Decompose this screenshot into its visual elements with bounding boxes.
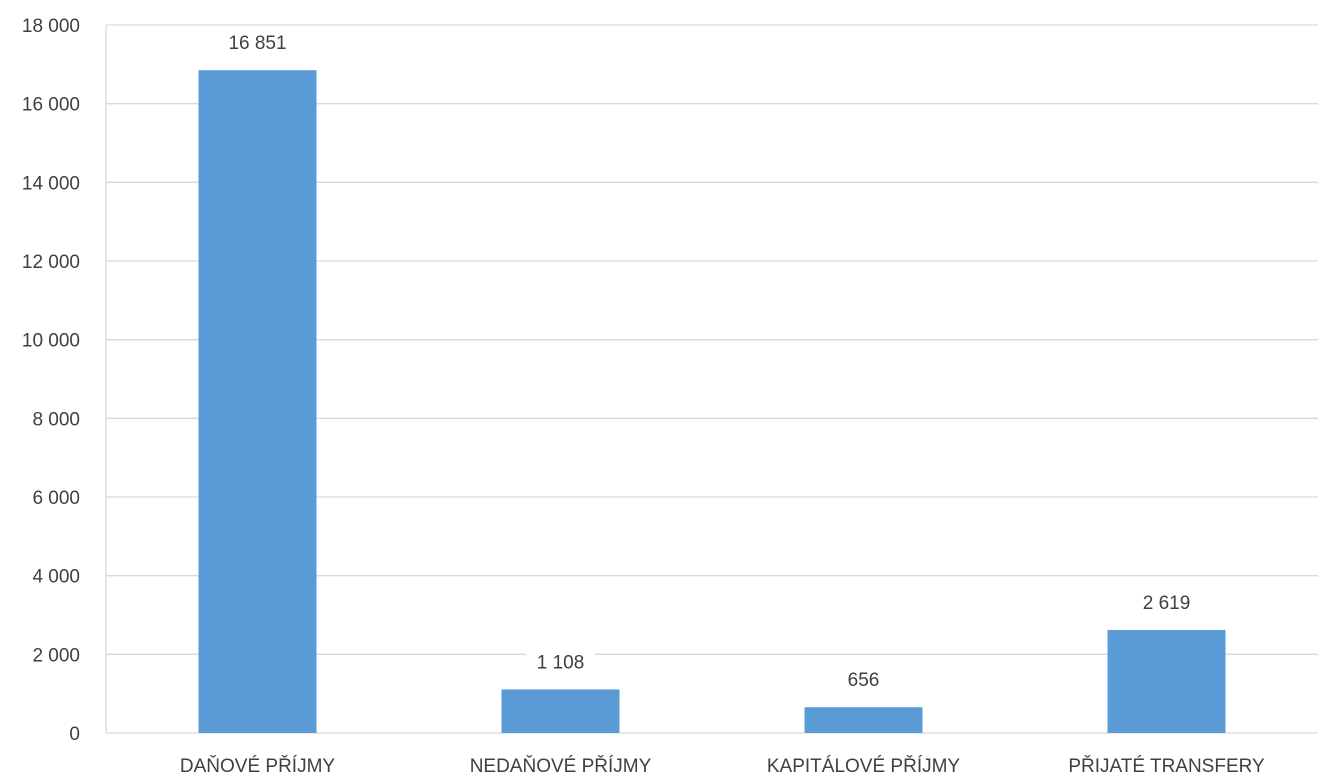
data-label: 2 619 (1143, 593, 1191, 614)
data-label: 16 851 (228, 33, 286, 54)
category-label: NEDAŇOVÉ PŘÍJMY (470, 755, 652, 777)
category-label: DAŇOVÉ PŘÍJMY (180, 755, 336, 777)
y-tick-label: 4 000 (32, 567, 80, 588)
y-tick-label: 10 000 (22, 331, 80, 352)
data-labels: 16 851 1 108 656 2 619 (217, 26, 1201, 696)
bar (1107, 629, 1226, 733)
y-tick-label: 12 000 (22, 252, 80, 273)
bar (198, 70, 317, 734)
data-label: 656 (848, 670, 880, 691)
y-tick-label: 14 000 (22, 173, 80, 194)
y-tick-label: 16 000 (22, 95, 80, 116)
category-label: PŘIJATÉ TRANSFERY (1068, 755, 1265, 777)
bar (804, 707, 923, 733)
y-tick-label: 18 000 (22, 16, 80, 37)
y-tick-label: 8 000 (32, 409, 80, 430)
y-tick-label: 0 (69, 724, 80, 745)
y-tick-label: 2 000 (32, 645, 80, 666)
data-label-background (840, 663, 887, 696)
x-axis-category-labels: DAŇOVÉ PŘÍJMY NEDAŇOVÉ PŘÍJMY KAPITÁLOVÉ P… (180, 755, 1265, 777)
y-tick-label: 6 000 (32, 488, 80, 509)
data-label-background (217, 26, 298, 59)
y-axis-tick-labels: 0 2 000 4 000 6 000 8 000 10 000 12 000 14 000 1… (22, 16, 80, 745)
category-label: KAPITÁLOVÉ PŘÍJMY (767, 755, 961, 777)
bar (501, 689, 620, 733)
data-label: 1 108 (537, 652, 585, 673)
data-label-background (1132, 585, 1201, 618)
data-label-background (526, 645, 595, 678)
bars (198, 70, 1226, 734)
